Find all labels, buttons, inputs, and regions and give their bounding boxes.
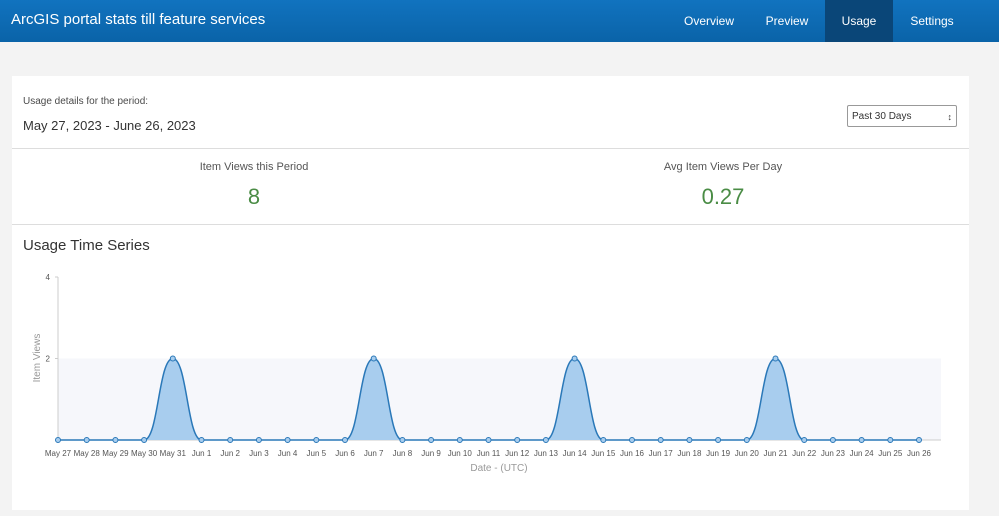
x-tick-label: Jun 21 — [763, 449, 788, 458]
x-tick-label: May 28 — [74, 449, 101, 458]
stat-value: 0.27 — [701, 184, 745, 209]
divider — [12, 148, 969, 149]
header-title: ArcGIS portal stats till feature service… — [11, 11, 266, 28]
x-tick-label: Jun 16 — [620, 449, 645, 458]
data-point — [743, 437, 750, 443]
x-tick-label: Jun 25 — [878, 449, 903, 458]
data-point — [829, 437, 836, 443]
x-tick-label: Jun 12 — [505, 449, 530, 458]
stat-label: Item Views this Period — [199, 161, 309, 173]
period-label: Usage details for the period: — [23, 96, 149, 107]
data-point — [342, 437, 348, 443]
data-point — [858, 437, 865, 443]
data-point — [657, 437, 664, 443]
data-point — [887, 437, 894, 443]
x-tick-label: Jun 9 — [421, 449, 441, 458]
data-point — [916, 437, 922, 443]
data-point — [399, 437, 406, 443]
nav-tab[interactable]: Settings — [910, 14, 954, 28]
x-tick-label: Jun 3 — [249, 449, 269, 458]
x-tick-label: Jun 22 — [792, 449, 817, 458]
period-select[interactable]: Past 30 Days — [847, 105, 957, 128]
data-point — [542, 437, 549, 443]
data-point — [55, 437, 61, 443]
data-point — [715, 437, 722, 443]
x-axis-label: Date - (UTC) — [470, 463, 527, 474]
x-tick-label: Jun 10 — [448, 449, 473, 458]
x-tick-label: Jun 17 — [649, 449, 674, 458]
x-tick-label: Jun 13 — [534, 449, 559, 458]
data-point — [83, 437, 90, 443]
x-tick-label: Jun 7 — [364, 449, 384, 458]
x-tick-label: Jun 15 — [591, 449, 616, 458]
data-point — [141, 437, 148, 443]
data-point — [772, 355, 779, 362]
data-point — [370, 355, 377, 362]
data-point — [284, 437, 291, 443]
x-tick-label: Jun 26 — [907, 449, 932, 458]
data-point — [629, 437, 635, 443]
x-tick-label: Jun 8 — [393, 449, 413, 458]
data-point — [801, 437, 808, 443]
data-point — [600, 437, 607, 443]
x-tick-label: Jun 6 — [335, 449, 355, 458]
x-tick-label: May 30 — [131, 449, 158, 458]
stat-label: Avg Item Views Per Day — [663, 161, 783, 173]
x-tick-label: Jun 23 — [821, 449, 846, 458]
period-range: May 27, 2023 - June 26, 2023 — [23, 118, 196, 133]
data-point — [686, 437, 693, 443]
y-tick-label: 4 — [46, 273, 51, 282]
x-tick-label: May 31 — [160, 449, 187, 458]
data-point — [313, 437, 320, 443]
data-point — [514, 437, 521, 443]
x-tick-label: Jun 19 — [706, 449, 731, 458]
stat-value: 8 — [247, 184, 261, 209]
x-tick-label: Jun 1 — [192, 449, 212, 458]
nav-tab[interactable]: Preview — [765, 14, 809, 28]
x-tick-label: May 29 — [102, 449, 129, 458]
y-tick-label: 2 — [46, 355, 51, 364]
header: ArcGIS portal stats till feature service… — [0, 0, 999, 42]
chart-title: Usage Time Series — [23, 237, 150, 254]
data-point — [255, 437, 262, 443]
nav-tab[interactable]: Overview — [683, 14, 734, 28]
x-tick-label: Jun 5 — [307, 449, 327, 458]
x-tick-label: May 27 — [45, 449, 72, 458]
y-axis-label: Item Views — [32, 334, 43, 383]
data-point — [198, 437, 205, 443]
x-tick-label: Jun 20 — [735, 449, 760, 458]
x-tick-label: Jun 14 — [563, 449, 588, 458]
data-point — [112, 437, 119, 443]
x-tick-label: Jun 24 — [850, 449, 875, 458]
x-tick-label: Jun 11 — [477, 449, 501, 458]
divider — [12, 224, 969, 225]
data-point — [169, 355, 176, 362]
data-point — [571, 355, 578, 362]
nav-tab[interactable]: Usage — [825, 0, 893, 42]
x-tick-label: Jun 2 — [220, 449, 240, 458]
data-point — [485, 437, 492, 443]
x-tick-label: Jun 18 — [677, 449, 702, 458]
data-point — [428, 437, 435, 443]
data-point — [227, 437, 234, 443]
x-tick-label: Jun 4 — [278, 449, 298, 458]
data-point — [456, 437, 463, 443]
